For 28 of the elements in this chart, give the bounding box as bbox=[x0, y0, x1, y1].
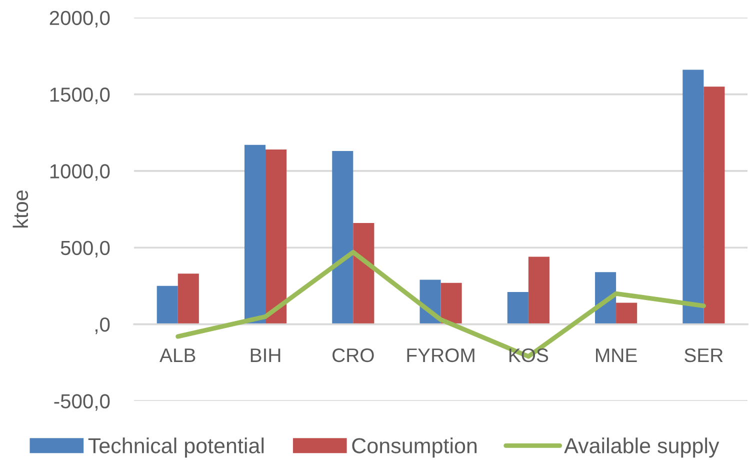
bar bbox=[704, 86, 725, 324]
y-tick-label: -500,0 bbox=[54, 394, 110, 411]
bar bbox=[507, 292, 528, 324]
legend-label: Consumption bbox=[352, 438, 477, 458]
bar bbox=[178, 274, 199, 324]
bar bbox=[682, 70, 704, 324]
bar bbox=[244, 144, 266, 324]
bar bbox=[440, 282, 462, 324]
bar bbox=[528, 256, 550, 324]
bar bbox=[353, 223, 374, 324]
y-axis-title: ktoe bbox=[12, 190, 28, 228]
bar bbox=[156, 286, 178, 324]
y-tick-label: ,0 bbox=[95, 317, 110, 334]
bar bbox=[266, 149, 287, 324]
y-tick-label: 1500,0 bbox=[50, 88, 110, 104]
x-tick-label: MNE bbox=[596, 348, 637, 362]
y-tick-label: 2000,0 bbox=[50, 10, 110, 28]
x-tick-label: SER bbox=[684, 348, 723, 362]
legend-label: Technical potential bbox=[88, 438, 264, 458]
legend-label: Available supply bbox=[564, 438, 720, 458]
y-tick-label: 500,0 bbox=[60, 240, 110, 258]
x-tick-label: FYROM bbox=[407, 348, 474, 362]
bar bbox=[616, 302, 638, 324]
x-tick-label: CRO bbox=[332, 348, 374, 362]
x-tick-label: BIH bbox=[250, 348, 280, 362]
bar bbox=[332, 151, 354, 324]
x-tick-label: ALB bbox=[160, 348, 196, 362]
y-tick-label: 1000,0 bbox=[50, 164, 110, 181]
